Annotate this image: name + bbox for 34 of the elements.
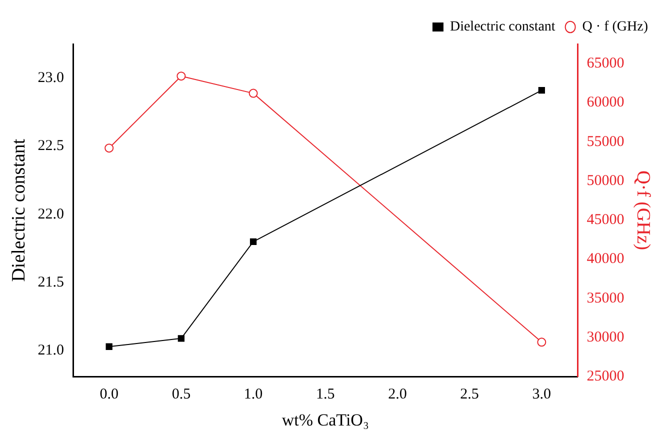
- y-axis-title: Dielectric constant: [8, 138, 30, 282]
- x-tick-label: 1.5: [316, 386, 335, 403]
- y-tick-label: 22.0: [38, 206, 64, 222]
- y2-tick-label: 30000: [586, 329, 624, 346]
- x-tick-label: 0.0: [100, 386, 118, 403]
- point: [248, 88, 258, 98]
- point: [104, 144, 114, 153]
- point: [176, 72, 186, 81]
- point: [106, 343, 112, 350]
- legend-label: Q · f (GHz): [582, 20, 648, 35]
- y2-tick-label: 25000: [586, 368, 624, 385]
- y2-axis-title: Q·f (GHz): [632, 170, 654, 250]
- x-tick-label: 2.0: [388, 386, 407, 403]
- x-tick-label: 1.0: [244, 386, 263, 403]
- x-tick-label: 2.5: [460, 386, 479, 403]
- y2-tick-label: 40000: [586, 251, 624, 268]
- y-tick-label: 21.5: [38, 274, 64, 290]
- y-tick-label: 23.0: [38, 70, 64, 86]
- y2-tick-label: 65000: [586, 56, 624, 72]
- y2-tick-label: 55000: [586, 134, 624, 150]
- y2-tick-label: 45000: [586, 212, 624, 228]
- x-axis-title: wt% CaTiO₃: [282, 410, 369, 430]
- x-tick-label: 3.0: [532, 386, 552, 403]
- y2-tick-label: 50000: [586, 172, 624, 189]
- point: [538, 87, 545, 94]
- x-tick-label: 0.5: [172, 386, 191, 403]
- legend-label: Dielectric constant: [450, 20, 556, 35]
- y-tick-label: 21.0: [38, 342, 64, 359]
- point: [250, 238, 257, 245]
- y2-tick-label: 35000: [586, 290, 624, 306]
- point: [178, 335, 185, 342]
- y-tick-label: 22.5: [38, 138, 64, 154]
- y2-tick-label: 60000: [586, 94, 624, 111]
- point: [537, 338, 546, 347]
